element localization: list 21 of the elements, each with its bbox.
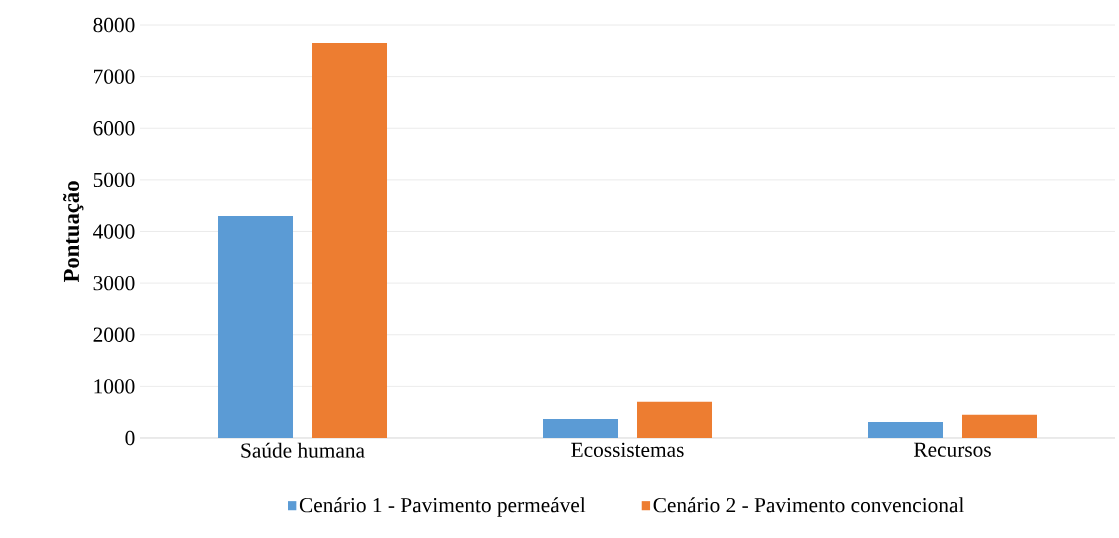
bar <box>312 43 388 438</box>
y-tick-label: 5000 <box>93 172 135 188</box>
y-tick-label: 2000 <box>93 327 135 342</box>
y-tick-label: 4000 <box>93 224 135 239</box>
bar <box>962 414 1037 438</box>
x-tick-label: Saúde humana <box>241 442 365 458</box>
y-tick-label: 6000 <box>93 121 135 136</box>
legend-label: Cenário 2 - Pavimento convencional <box>653 497 964 513</box>
x-tick-label: Ecossistemas <box>571 442 684 458</box>
legend-label: Cenário 1 - Pavimento permeável <box>299 497 586 517</box>
bar <box>868 421 944 438</box>
y-tick-label: 3000 <box>93 275 135 291</box>
x-tick-label: Recursos <box>914 442 991 457</box>
bar <box>543 418 619 438</box>
y-tick-label: 1000 <box>94 379 135 394</box>
y-tick-label: 8000 <box>93 17 135 33</box>
y-tick-label: 7000 <box>94 69 135 84</box>
bar <box>637 401 713 438</box>
y-tick-label: 0 <box>125 430 135 446</box>
bar <box>218 216 294 438</box>
y-axis-title: Pontuação <box>63 181 84 283</box>
